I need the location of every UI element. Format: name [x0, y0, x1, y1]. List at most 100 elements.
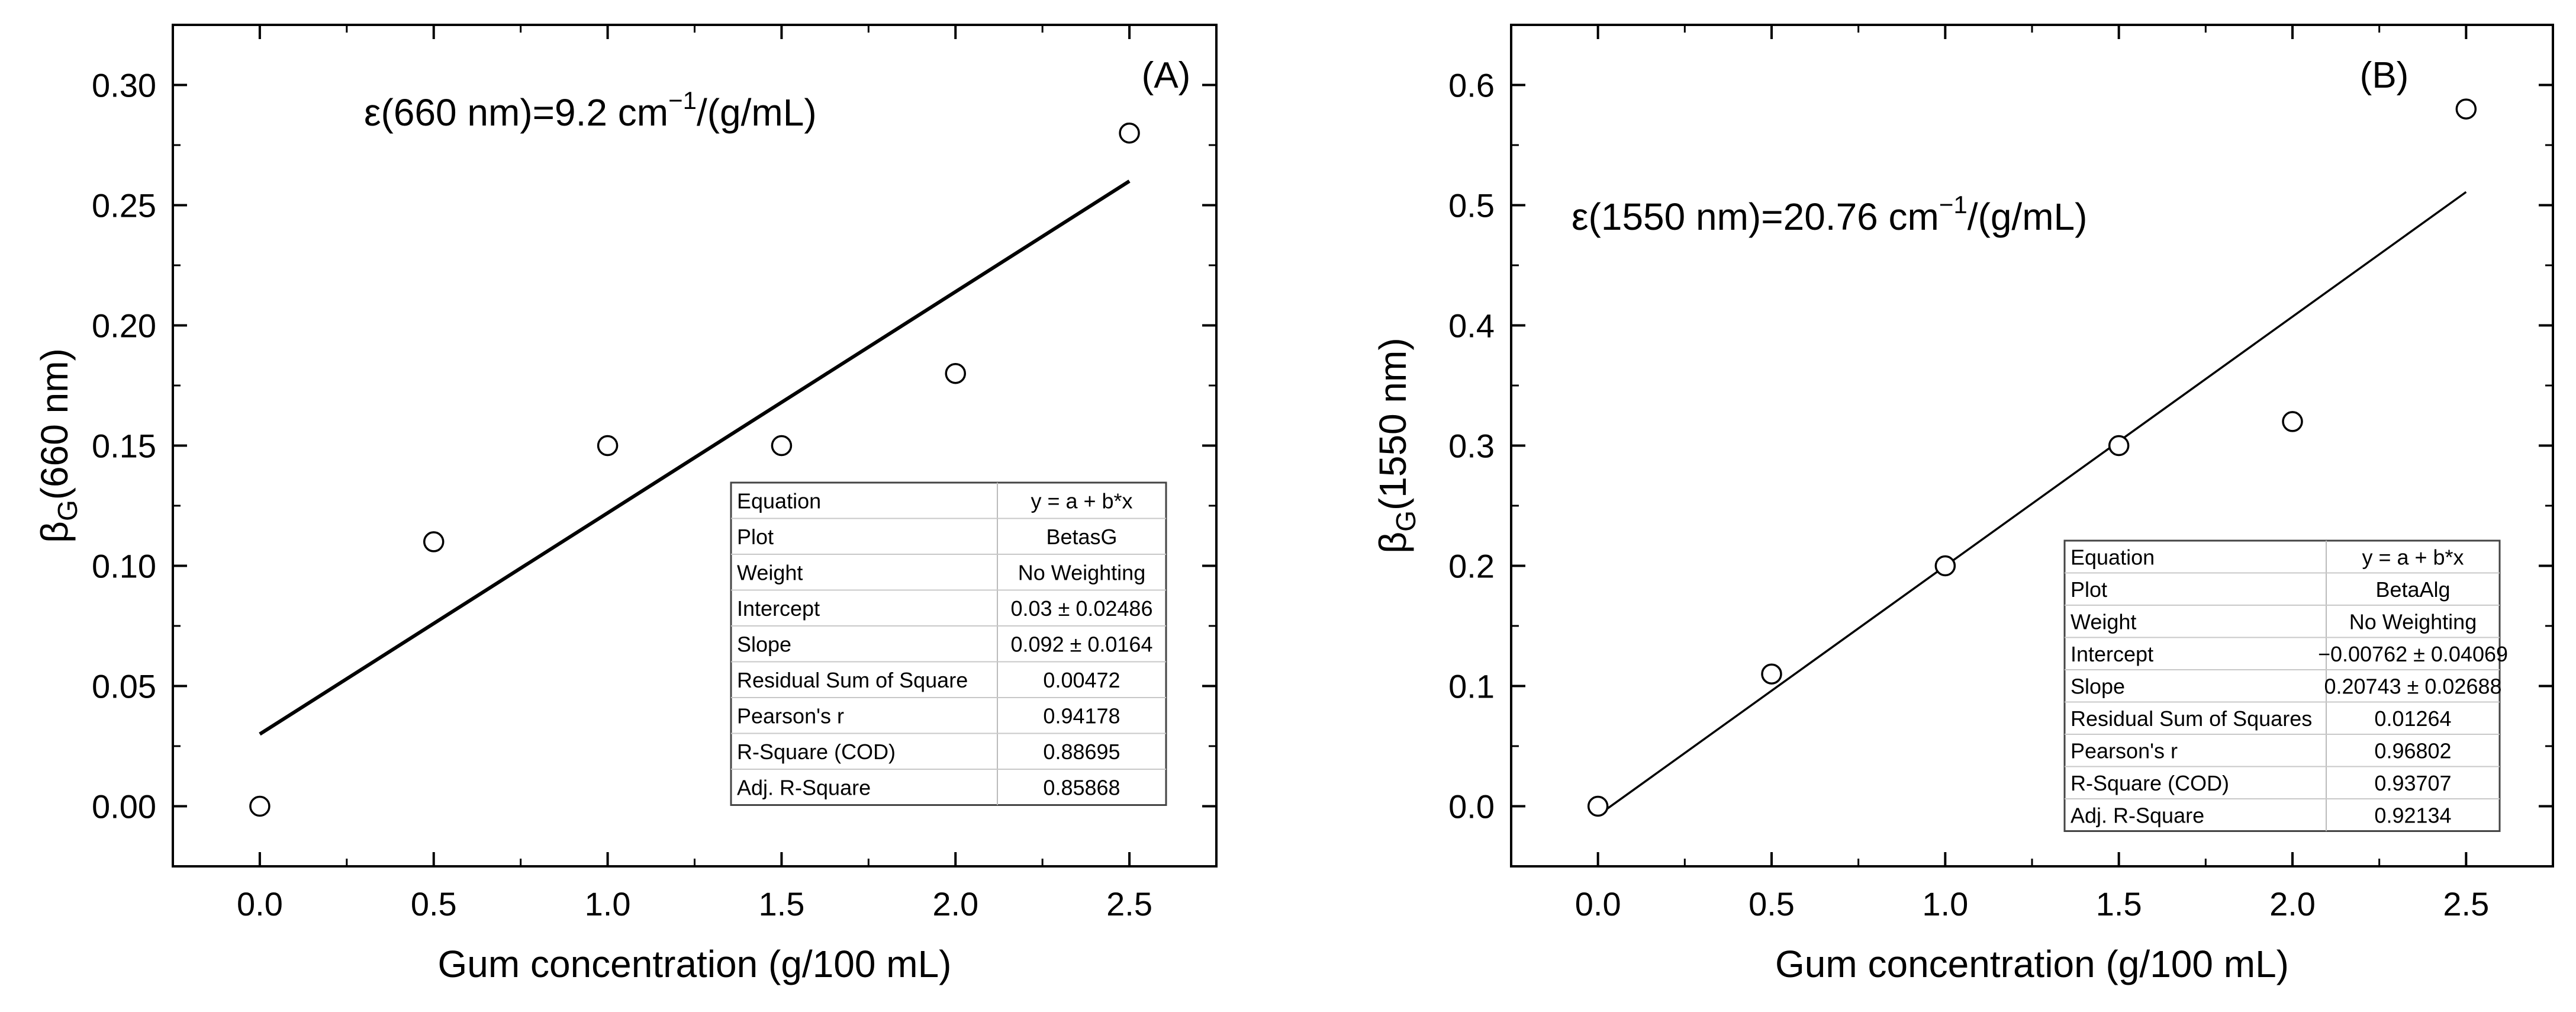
table-label-cell: Adj. R-Square — [2071, 803, 2204, 827]
x-tick-label: 2.0 — [2269, 885, 2316, 923]
fit-line — [259, 179, 1131, 736]
y-tick-label: 0.05 — [92, 668, 156, 705]
table-value-cell: 0.94178 — [1043, 703, 1120, 728]
y-axis-title: βG(1550 nm) — [1371, 338, 1421, 553]
table-label-cell: Equation — [2071, 545, 2155, 569]
y-axis-title-symbol: β — [1371, 532, 1414, 554]
data-point — [2282, 411, 2303, 432]
table-value-cell: y = a + b*x — [2362, 545, 2464, 569]
table-frame — [2063, 539, 2501, 832]
extinction-annotation: ε(660 nm)=9.2 cm−1/(g/mL) — [364, 86, 817, 134]
y-axis-title-wavelength: (660 nm) — [33, 348, 76, 500]
table-label-cell: Residual Sum of Square — [737, 668, 968, 692]
x-tick-label: 0.5 — [411, 885, 457, 923]
regression-table: Equation y = a + b*x Plot BetaAlg Weight No W… — [2063, 539, 2508, 832]
y-tick-label: 0.10 — [92, 548, 156, 585]
table-value-cell: 0.96802 — [2374, 738, 2451, 763]
data-point — [597, 435, 619, 457]
panel-label: (B) — [2360, 55, 2409, 96]
x-tick-label: 0.0 — [237, 885, 283, 923]
table-label-cell: Plot — [737, 525, 774, 549]
annotation-superscript: −1 — [668, 86, 697, 114]
x-tick-label: 1.0 — [1922, 885, 1968, 923]
table-label-cell: R-Square (COD) — [737, 740, 896, 764]
regression-table: Equation y = a + b*x Plot BetasG Weight No We… — [730, 481, 1167, 806]
x-tick-label: 2.0 — [932, 885, 978, 923]
y-axis-title: βG(660 nm) — [33, 348, 83, 543]
x-tick-label: 0.0 — [1575, 885, 1621, 923]
x-tick-label: 2.5 — [1106, 885, 1152, 923]
y-tick-label: 0.3 — [1448, 428, 1495, 465]
x-tick-label: 1.5 — [758, 885, 804, 923]
annotation-unit: /(g/mL) — [1968, 195, 2088, 238]
y-tick-label: 0.5 — [1448, 187, 1495, 224]
annotation-text: ε(660 nm)=9.2 cm — [364, 91, 668, 134]
annotation-superscript: −1 — [1939, 191, 1968, 219]
table-label-cell: Equation — [737, 489, 821, 513]
table-label-cell: R-Square (COD) — [2071, 771, 2229, 795]
y-tick-label: 0.4 — [1448, 307, 1495, 345]
table-value-cell: 0.20743 ± 0.02688 — [2324, 674, 2501, 698]
table-value-cell: 0.092 ± 0.0164 — [1011, 632, 1153, 656]
table-label-cell: Slope — [2071, 674, 2125, 698]
data-point — [1119, 122, 1140, 144]
table-value-cell: No Weighting — [2349, 609, 2477, 634]
table-label-cell: Slope — [737, 632, 791, 656]
table-label-cell: Intercept — [2071, 642, 2153, 666]
y-tick-label: 0.30 — [92, 67, 156, 104]
table-value-cell: No Weighting — [1018, 560, 1145, 584]
y-axis-title-symbol: β — [33, 521, 76, 543]
y-tick-label: 0.25 — [92, 187, 156, 224]
data-point — [2108, 435, 2130, 457]
table-label-cell: Adj. R-Square — [737, 775, 871, 799]
data-point — [945, 362, 966, 384]
annotation-unit: /(g/mL) — [697, 91, 817, 134]
x-tick-label: 0.5 — [1749, 885, 1795, 923]
x-tick-label: 2.5 — [2443, 885, 2489, 923]
y-tick-label: 0.20 — [92, 307, 156, 345]
data-point — [1934, 555, 1956, 577]
y-tick-label: 0.15 — [92, 428, 156, 465]
table-value-cell: 0.88695 — [1043, 740, 1120, 764]
y-tick-label: 0.00 — [92, 788, 156, 825]
table-value-cell: BetaAlg — [2375, 577, 2450, 602]
table-value-cell: 0.93707 — [2374, 771, 2451, 795]
table-label-cell: Weight — [2071, 609, 2136, 634]
x-tick-label: 1.5 — [2096, 885, 2142, 923]
table-label-cell: Pearson's r — [2071, 738, 2178, 763]
table-value-cell: 0.01264 — [2374, 706, 2451, 731]
y-axis-title-wavelength: (1550 nm) — [1371, 338, 1414, 510]
panel-label: (A) — [1142, 55, 1191, 96]
data-point — [249, 795, 271, 817]
table-value-cell: y = a + b*x — [1031, 489, 1132, 513]
table-label-cell: Residual Sum of Squares — [2071, 706, 2312, 731]
fit-line — [1597, 191, 2467, 817]
table-value-cell: 0.03 ± 0.02486 — [1011, 596, 1153, 621]
table-value-cell: 0.00472 — [1043, 668, 1120, 692]
table-label-cell: Intercept — [737, 596, 820, 621]
x-axis-title: Gum concentration (g/100 mL) — [438, 943, 952, 985]
table-value-cell: −0.00762 ± 0.04069 — [2318, 642, 2508, 666]
chart-panel-a: 0.0 0.5 1.0 1.5 2.0 2.5 0.00 0.05 0.10 0.15 0.20 0.… — [33, 24, 1218, 985]
x-tick-label: 1.0 — [585, 885, 631, 923]
data-point — [423, 531, 445, 552]
y-tick-label: 0.0 — [1448, 788, 1495, 825]
annotation-text: ε(1550 nm)=20.76 cm — [1572, 195, 1939, 238]
data-point — [1587, 795, 1609, 817]
y-axis-title-subscript: G — [52, 500, 83, 521]
table-label-cell: Weight — [737, 560, 803, 584]
chart-panel-b: 0.0 0.5 1.0 1.5 2.0 2.5 0.0 0.1 0.2 0.3 0.4 0.5 0.6 G… — [1371, 24, 2554, 985]
table-value-cell: BetasG — [1046, 525, 1117, 549]
table-value-cell: 0.92134 — [2374, 803, 2451, 827]
table-frame — [730, 481, 1167, 806]
table-label-cell: Plot — [2071, 577, 2107, 602]
data-point — [771, 435, 793, 457]
table-label-cell: Pearson's r — [737, 703, 844, 728]
y-tick-label: 0.1 — [1448, 668, 1495, 705]
data-point — [1761, 663, 1782, 685]
table-value-cell: 0.85868 — [1043, 775, 1120, 799]
y-tick-label: 0.2 — [1448, 548, 1495, 585]
x-axis-title: Gum concentration (g/100 mL) — [1775, 943, 2289, 985]
y-tick-label: 0.6 — [1448, 67, 1495, 104]
